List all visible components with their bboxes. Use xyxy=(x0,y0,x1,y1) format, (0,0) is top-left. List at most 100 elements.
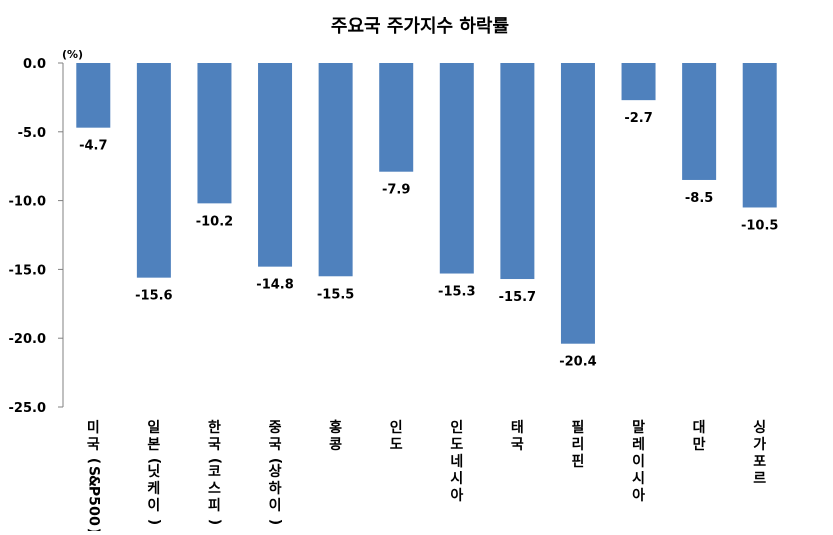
category-label: 홍콩 xyxy=(329,419,342,453)
category-label-char: 핀 xyxy=(572,454,585,470)
data-label: -15.6 xyxy=(135,289,172,304)
category-label-char: 대 xyxy=(693,420,706,436)
y-tick-label: -20.0 xyxy=(9,332,46,347)
category-label-char: 레 xyxy=(632,437,645,453)
bar xyxy=(621,63,656,101)
category-label-char: 국 xyxy=(511,437,524,453)
category-label-char: 도 xyxy=(390,437,403,453)
bar xyxy=(560,63,595,344)
bar xyxy=(439,63,474,274)
category-label-char: & xyxy=(85,475,101,487)
category-label-char: 닛 xyxy=(147,464,160,480)
category-label-char: 시 xyxy=(450,471,463,487)
category-label-char: 이 xyxy=(632,453,645,470)
category-label-char: S xyxy=(85,466,101,476)
category-label-char: 일 xyxy=(147,420,160,436)
category-label: 한국 (코스피) xyxy=(206,420,222,525)
category-label-char: 태 xyxy=(511,420,524,436)
category-label-char: ( xyxy=(146,458,162,464)
category-label-char: 국 xyxy=(87,437,100,453)
category-label-char: 만 xyxy=(693,437,706,453)
category-label-char: 가 xyxy=(753,437,766,453)
category-label-char: 하 xyxy=(269,480,282,497)
category-label-char: ( xyxy=(85,458,101,464)
category-label-char: 본 xyxy=(147,437,160,453)
category-label-char: 0 xyxy=(85,506,101,516)
category-label-char: 시 xyxy=(632,471,645,487)
category-label-char: 이 xyxy=(147,497,160,514)
category-label: 태국 xyxy=(511,420,524,453)
category-label-char: 리 xyxy=(572,437,585,453)
category-label-char: 국 xyxy=(208,437,221,453)
y-tick-label: -15.0 xyxy=(9,263,46,278)
category-label-char: 말 xyxy=(632,420,645,436)
category-label-char: 포 xyxy=(753,454,766,470)
chart-title: 주요국 주가지수 하락률 xyxy=(331,16,509,37)
data-label: -2.7 xyxy=(624,111,652,126)
category-label-char: 케 xyxy=(147,481,160,497)
category-label: 대만 xyxy=(693,420,706,453)
category-label-char: 피 xyxy=(208,498,221,514)
category-label: 중국 (상하이) xyxy=(267,420,283,525)
bar xyxy=(136,63,171,278)
category-label-char: ) xyxy=(146,519,162,525)
category-label-char: 인 xyxy=(390,419,403,436)
y-axis-unit-label: (%) xyxy=(62,48,83,61)
category-label-char: 코 xyxy=(208,464,221,480)
category-label-char: 콩 xyxy=(329,437,342,453)
data-label: -15.7 xyxy=(499,290,536,305)
category-label: 필리핀 xyxy=(572,419,585,470)
category-label-char: 싱 xyxy=(753,420,766,436)
data-label: -8.5 xyxy=(685,191,713,206)
category-label-char: 필 xyxy=(572,419,585,436)
data-label: -4.7 xyxy=(79,139,107,154)
category-label: 일본 (닛케이) xyxy=(146,420,162,525)
category-label-char: 스 xyxy=(208,481,221,497)
category-label: 인도 xyxy=(390,419,403,453)
category-label-char: 아 xyxy=(632,487,645,504)
bar xyxy=(682,63,717,180)
y-tick-label: -25.0 xyxy=(9,401,46,416)
y-axis: 0.0 -5.0 -10.0 -15.0 -20.0 -25.0 xyxy=(9,57,64,416)
y-tick-label: -10.0 xyxy=(9,195,46,210)
category-label-char: 국 xyxy=(269,437,282,453)
category-labels: 미국(S&P500)일본(닛케이)한국(코스피)중국(상하이)홍콩인도인도네시아… xyxy=(85,419,766,534)
bars xyxy=(76,63,777,344)
data-label: -15.3 xyxy=(438,285,475,300)
bar xyxy=(500,63,535,280)
data-label: -14.8 xyxy=(256,278,293,293)
category-label-char: 5 xyxy=(85,496,101,506)
category-label-char: 아 xyxy=(450,487,463,504)
category-label-char: 이 xyxy=(269,497,282,514)
bar xyxy=(76,63,111,128)
category-label-char: 도 xyxy=(450,437,463,453)
data-label: -7.9 xyxy=(382,183,410,198)
category-label-char: ) xyxy=(267,519,283,525)
category-label-char: P xyxy=(85,486,101,496)
category-label-char: 0 xyxy=(85,516,101,526)
y-tick-label: 0.0 xyxy=(23,57,46,72)
data-label: -10.2 xyxy=(196,214,233,229)
bar xyxy=(197,63,232,204)
category-label-char: 네 xyxy=(450,454,463,470)
bar xyxy=(258,63,293,267)
category-label-char: 홍 xyxy=(329,419,342,436)
category-label-char: 중 xyxy=(269,420,282,436)
category-label-char: 상 xyxy=(269,464,282,480)
y-tick-label: -5.0 xyxy=(18,126,46,141)
data-label: -10.5 xyxy=(741,218,778,233)
bar xyxy=(379,63,414,172)
data-label: -15.5 xyxy=(317,287,354,302)
category-label-char: 인 xyxy=(450,419,463,436)
category-label-char: 르 xyxy=(753,471,766,487)
category-label-char: ) xyxy=(206,519,222,525)
data-label: -20.4 xyxy=(559,355,596,370)
category-label-char: ( xyxy=(206,458,222,464)
bar xyxy=(742,63,777,208)
